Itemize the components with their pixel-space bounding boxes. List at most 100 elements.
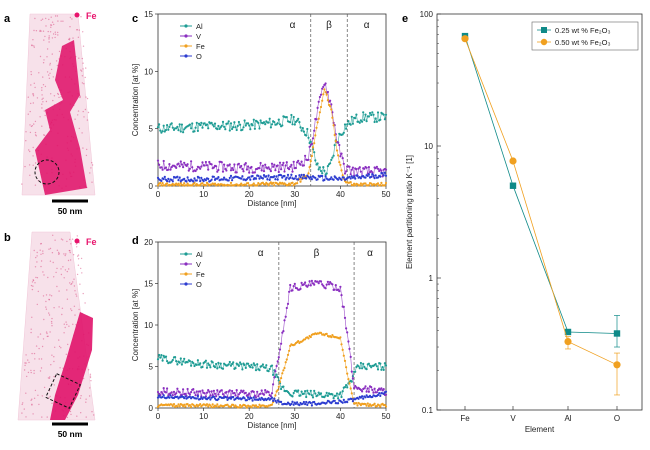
data-point-al xyxy=(268,367,271,371)
data-point-v xyxy=(260,169,263,172)
apt-atom-dot xyxy=(51,317,53,320)
data-point-o xyxy=(231,179,234,182)
data-point-v xyxy=(193,391,196,394)
data-point-al xyxy=(191,122,194,125)
apt-atom-dot xyxy=(83,116,85,118)
data-point-al xyxy=(276,122,279,125)
data-point-fe xyxy=(383,184,386,187)
data-point-fe xyxy=(321,99,324,102)
data-point-al xyxy=(357,365,360,368)
data-point-al xyxy=(380,368,383,371)
data-point-fe xyxy=(277,183,280,186)
data-point-fe xyxy=(349,181,352,184)
data-point-fe xyxy=(288,349,291,352)
data-point-v xyxy=(278,348,282,351)
apt-atom-dot xyxy=(62,20,64,22)
data-point-o xyxy=(229,174,233,177)
data-point-al xyxy=(200,121,203,124)
apt-atom-dot xyxy=(53,95,56,97)
apt-atom-dot xyxy=(86,97,89,100)
data-point-o xyxy=(376,176,380,179)
data-point-v xyxy=(253,394,256,397)
panel-b: b Fe 50 nm xyxy=(4,231,97,439)
apt-atom-dot xyxy=(36,261,38,263)
data-point-o xyxy=(356,174,359,177)
data-point-al xyxy=(365,120,368,123)
data-point-o xyxy=(232,395,235,399)
data-point-al xyxy=(319,392,323,395)
data-point-al xyxy=(183,357,186,360)
apt-atom-dot xyxy=(40,367,43,369)
apt-atom-dot xyxy=(33,29,35,32)
apt-atom-dot xyxy=(51,53,53,55)
fe-legend-dot-a xyxy=(74,12,80,18)
y-tick-label: 10 xyxy=(424,142,433,151)
data-point-v xyxy=(343,316,347,319)
data-point-v xyxy=(225,391,228,394)
apt-atom-dot xyxy=(34,86,36,89)
x-tick-label: 0 xyxy=(156,412,161,421)
apt-atom-dot xyxy=(50,68,53,71)
apt-atom-dot xyxy=(25,140,27,142)
data-point-v xyxy=(195,168,198,171)
data-point-o xyxy=(359,177,362,180)
apt-atom-dot xyxy=(81,75,84,77)
data-point-fe xyxy=(199,403,202,406)
data-point-v xyxy=(363,387,366,390)
apt-atom-dot xyxy=(36,255,38,257)
apt-atom-dot xyxy=(80,16,82,18)
data-point-v xyxy=(376,167,380,170)
data-point-al xyxy=(372,113,375,116)
apt-atom-dot xyxy=(42,62,45,64)
data-point-o xyxy=(274,399,277,402)
apt-atom-dot xyxy=(64,269,67,271)
apt-atom-dot xyxy=(59,367,61,369)
data-point-al xyxy=(350,380,353,383)
data-point-al xyxy=(193,364,196,368)
data-point-o xyxy=(204,179,207,182)
data-point-v xyxy=(248,392,251,395)
data-point-o xyxy=(370,175,373,178)
data-point-v xyxy=(291,170,294,173)
data-point-v xyxy=(205,391,209,394)
apt-atom-dot xyxy=(51,322,53,324)
y-tick-label: 5 xyxy=(149,125,154,134)
data-point-v xyxy=(286,302,290,305)
data-point-al xyxy=(190,127,193,130)
data-point-al xyxy=(329,162,332,165)
data-point-v xyxy=(276,360,279,363)
apt-atom-dot xyxy=(62,266,64,268)
data-point-o xyxy=(249,178,252,181)
data-point-v xyxy=(384,393,388,396)
y-tick-label: 100 xyxy=(420,10,434,19)
data-point-o xyxy=(247,396,250,399)
apt-atom-dot xyxy=(68,325,70,327)
data-point-al xyxy=(161,130,164,133)
apt-atom-dot xyxy=(60,268,62,270)
apt-atom-dot xyxy=(38,72,40,74)
data-point-v xyxy=(310,279,313,282)
data-point-v xyxy=(184,392,187,395)
data-point-v xyxy=(340,294,343,297)
data-point-al xyxy=(362,362,365,365)
data-point-al xyxy=(252,362,255,365)
data-point-o xyxy=(262,174,266,177)
apt-atom-dot xyxy=(31,316,33,318)
data-point-v xyxy=(201,389,204,392)
apt-atom-dot xyxy=(69,282,71,284)
apt-atom-dot xyxy=(58,50,61,53)
data-point-fe xyxy=(177,182,180,185)
apt-atom-dot xyxy=(41,107,43,109)
apt-atom-dot xyxy=(33,249,35,252)
data-point-050 xyxy=(461,35,469,43)
data-point-v xyxy=(359,388,362,391)
data-point-o xyxy=(252,396,255,399)
data-point-v xyxy=(164,391,168,394)
data-point-o xyxy=(291,400,294,403)
legend-marker-circle xyxy=(540,38,548,46)
apt-atom-dot xyxy=(89,387,91,389)
data-point-v xyxy=(350,168,353,171)
data-point-al xyxy=(232,126,235,129)
data-point-al xyxy=(259,119,262,122)
legend-marker xyxy=(184,44,188,48)
